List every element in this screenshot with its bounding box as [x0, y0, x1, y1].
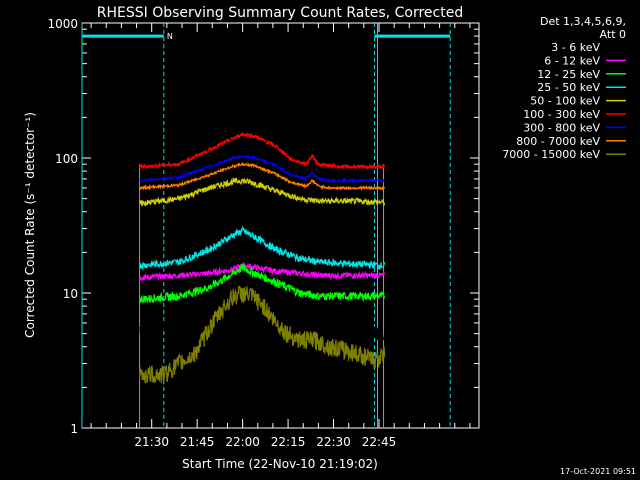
y-tick-label: 1000	[47, 17, 78, 31]
series-line	[139, 131, 386, 171]
x-tick-label: 21:30	[134, 435, 169, 449]
legend-label: 25 - 50 keV	[537, 81, 600, 94]
y-tick-label: 1	[70, 422, 78, 436]
legend-header-line-2: Att 0	[600, 28, 626, 41]
legend-label: 100 - 300 keV	[523, 108, 600, 121]
series-line	[139, 225, 386, 271]
series-line	[139, 263, 386, 344]
axes-layer: 1 10 100 1000 21:30 21:45 22:00 22:15 22:30 22:45	[47, 17, 479, 449]
legend-label: 6 - 12 keV	[544, 54, 600, 67]
x-tick-label: 22:15	[271, 435, 306, 449]
y-tick-label: 100	[55, 152, 78, 166]
series-line	[139, 285, 386, 384]
x-tick-label: 22:45	[362, 435, 397, 449]
y-tick-label: 10	[63, 287, 78, 301]
legend-label: 12 - 25 keV	[537, 68, 600, 81]
legend-label: 7000 - 15000 keV	[502, 148, 600, 161]
x-tick-label: 21:45	[180, 435, 215, 449]
legend-label: 300 - 800 keV	[523, 121, 600, 134]
legend-header-line-1: Det 1,3,4,5,6,9,	[540, 15, 626, 28]
orbit-markers: N	[81, 23, 451, 428]
night-band-label: N	[167, 32, 173, 41]
series-line	[139, 261, 386, 282]
generated-timestamp: 17-Oct-2021 09:51	[560, 467, 636, 476]
y-axis-label: Corrected Count Rate (s⁻¹ detector⁻¹)	[23, 112, 37, 338]
series-line	[139, 263, 386, 304]
series-line	[139, 153, 386, 185]
series-line	[139, 176, 386, 208]
x-axis-label: Start Time (22-Nov-10 21:19:02)	[182, 457, 378, 471]
legend-label: 3 - 6 keV	[551, 41, 600, 54]
series-layer	[139, 131, 386, 384]
x-tick-label: 22:00	[225, 435, 260, 449]
x-tick-label: 22:30	[316, 435, 351, 449]
legend-label: 50 - 100 keV	[530, 95, 600, 108]
legend-label: 800 - 7000 keV	[516, 135, 600, 148]
series-line	[139, 161, 386, 192]
chart-title: RHESSI Observing Summary Count Rates, Co…	[97, 5, 463, 21]
